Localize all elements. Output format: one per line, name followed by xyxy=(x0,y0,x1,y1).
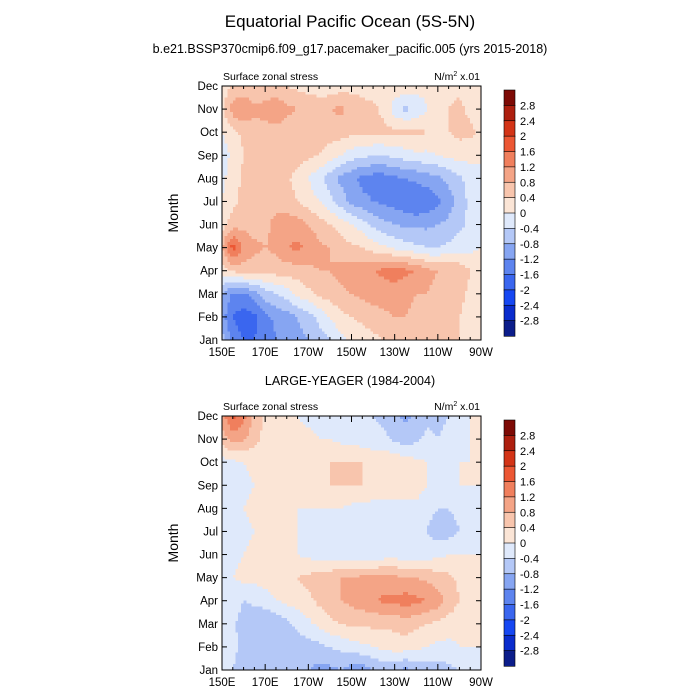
top-panel: Surface zonal stress N/m2 x.01JanFebMarAp… xyxy=(165,71,539,359)
contour-field xyxy=(222,86,482,341)
